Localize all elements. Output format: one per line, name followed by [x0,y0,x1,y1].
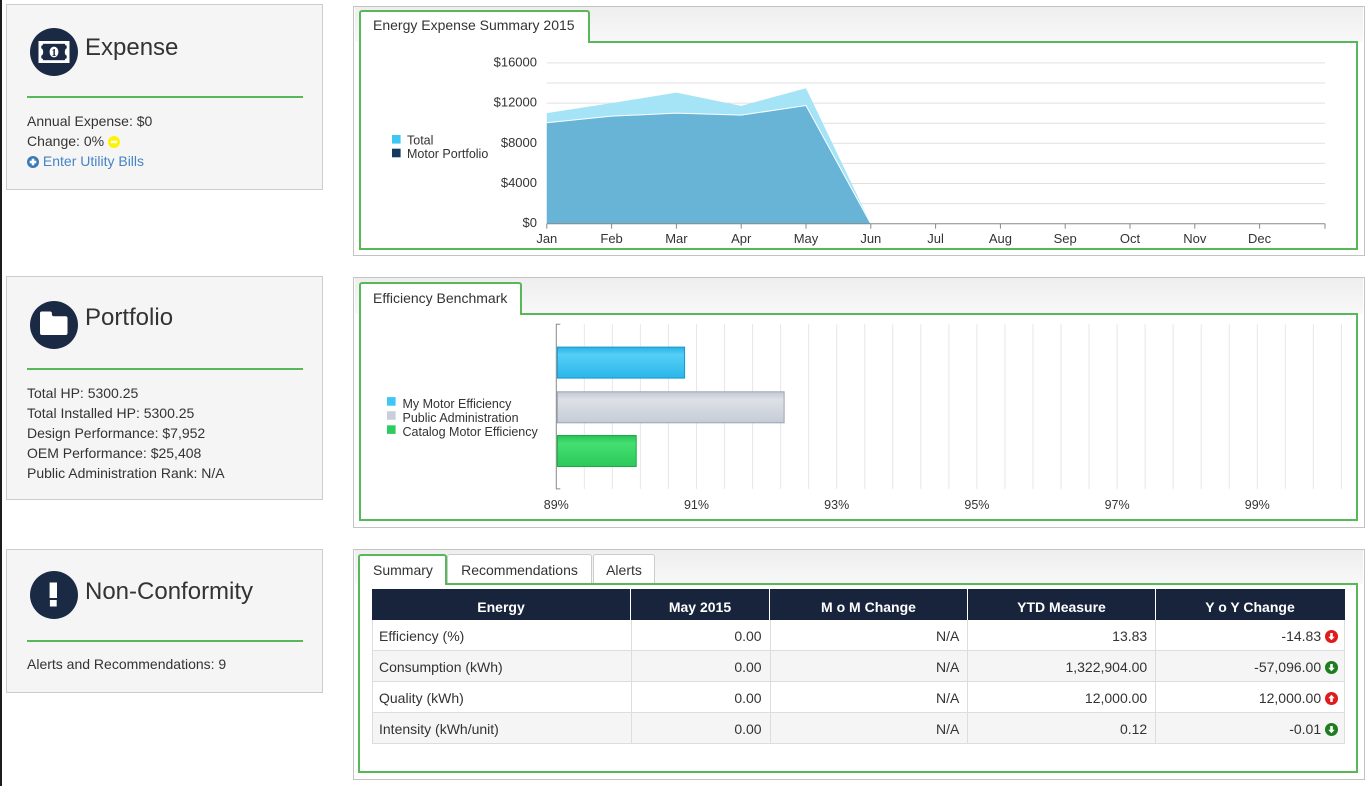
svg-text:$16000: $16000 [494,54,537,69]
svg-text:Sep: Sep [1054,231,1077,246]
svg-text:Dec: Dec [1248,231,1272,246]
svg-text:Mar: Mar [665,231,688,246]
svg-text:$0: $0 [523,215,537,230]
svg-text:Jul: Jul [927,231,944,246]
svg-text:95%: 95% [964,498,989,512]
svg-text:Catalog Motor Efficiency: Catalog Motor Efficiency [403,425,539,439]
svg-text:Jun: Jun [860,231,881,246]
svg-text:$8000: $8000 [501,135,537,150]
svg-text:$12000: $12000 [494,95,537,110]
svg-text:Apr: Apr [731,231,752,246]
svg-text:May: May [794,231,819,246]
svg-text:My Motor Efficiency: My Motor Efficiency [403,397,513,411]
svg-text:97%: 97% [1105,498,1130,512]
svg-text:99%: 99% [1245,498,1270,512]
svg-text:Aug: Aug [989,231,1012,246]
svg-text:Public Administration: Public Administration [403,411,519,425]
svg-text:$4000: $4000 [501,175,537,190]
svg-text:Feb: Feb [600,231,622,246]
svg-text:91%: 91% [684,498,709,512]
svg-text:Jan: Jan [536,231,557,246]
svg-text:Motor Portfolio: Motor Portfolio [407,147,488,161]
svg-text:93%: 93% [824,498,849,512]
svg-text:1: 1 [51,48,56,59]
svg-text:Oct: Oct [1120,231,1141,246]
svg-text:Total: Total [407,133,433,147]
svg-text:Nov: Nov [1183,231,1207,246]
svg-text:89%: 89% [544,498,569,512]
